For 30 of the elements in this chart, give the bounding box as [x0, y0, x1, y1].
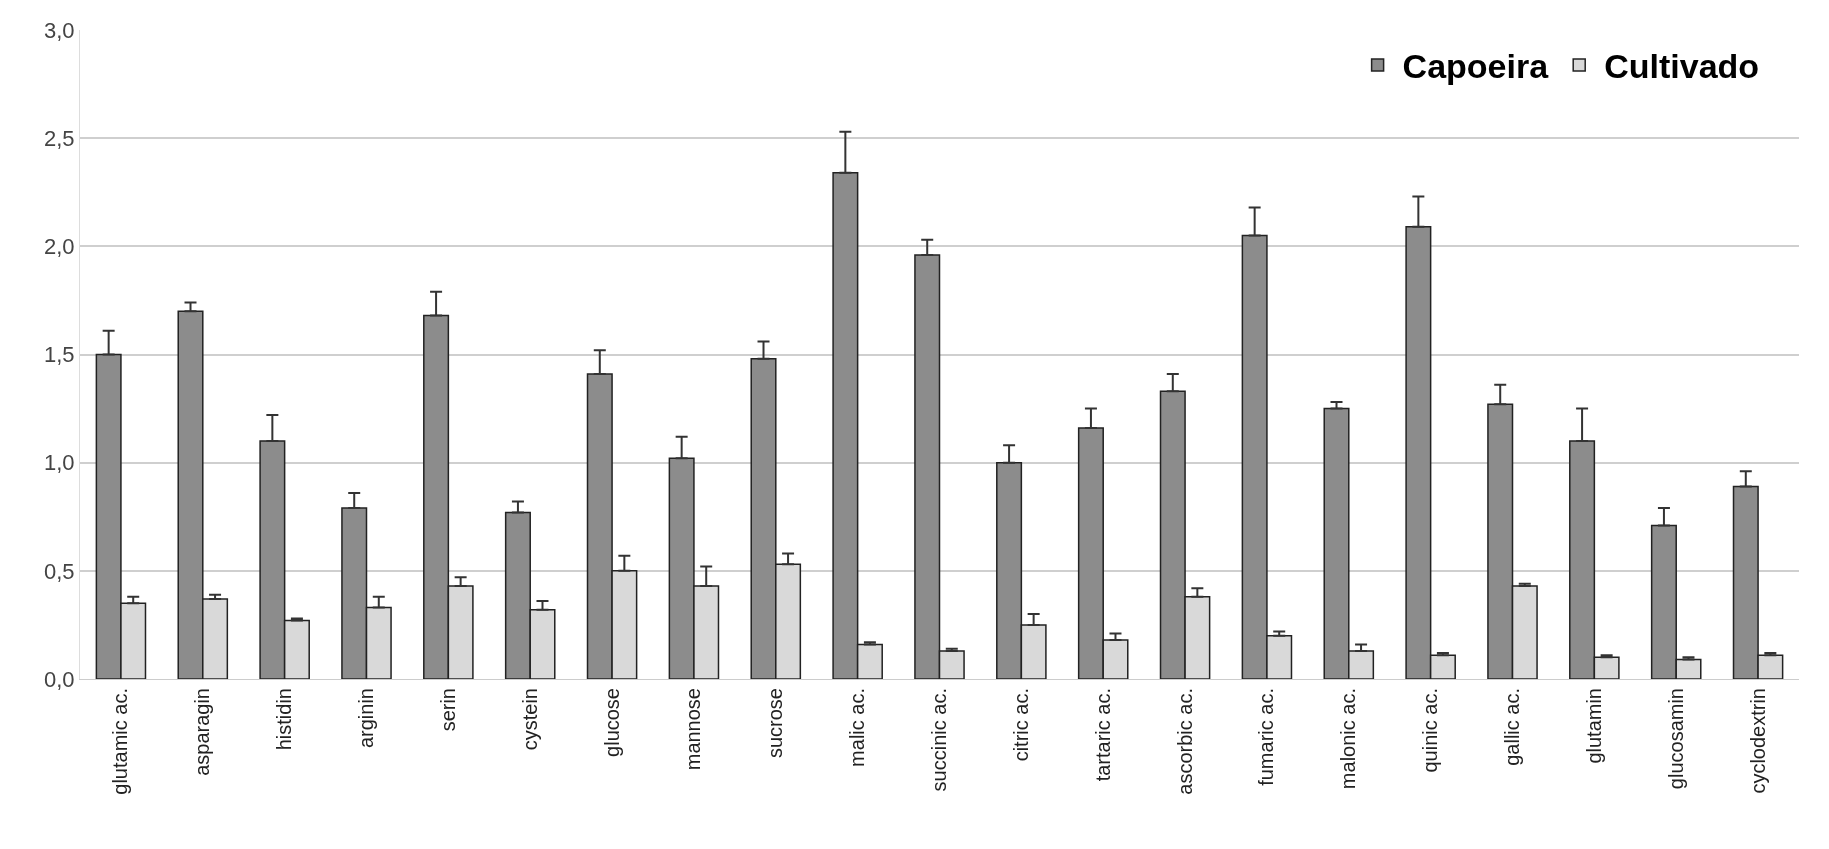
x-tick-label: fumaric ac. [1255, 688, 1278, 786]
y-tick-label: 2,5 [44, 125, 75, 151]
x-tick-label: tartaric ac. [1091, 688, 1114, 782]
x-tick-label: gallic ac. [1501, 688, 1523, 766]
legend-label: Cultivado [1604, 47, 1760, 86]
x-tick-label: arginin [355, 688, 377, 749]
x-tick-label: cyclodextrin [1746, 688, 1769, 794]
x-tick-label: succinic ac. [928, 688, 950, 792]
x-tick-label: malic ac. [846, 688, 869, 767]
x-tick-label: quinic ac. [1419, 688, 1442, 773]
x-tick-label: asparagin [191, 688, 214, 776]
x-tick-label: mannose [682, 688, 705, 771]
y-tick-label: 3,0 [44, 17, 75, 43]
x-tick-label: histidin [273, 688, 296, 751]
x-tick-label: glutamic ac. [109, 688, 132, 795]
x-tick-label: glucose [600, 688, 623, 757]
y-tick-label: 0,0 [44, 666, 75, 692]
x-tick-label: malonic ac. [1337, 688, 1360, 790]
y-tick-label: 1,0 [44, 450, 75, 476]
x-tick-label: sucrose [764, 688, 787, 759]
x-tick-label: citric ac. [1009, 688, 1032, 762]
x-tick-label: cystein [518, 688, 541, 751]
x-tick-label: glutamin [1582, 688, 1605, 764]
x-tick-label: ascorbic ac. [1173, 688, 1196, 795]
legend-label: Capoeira [1402, 47, 1550, 86]
y-tick-label: 1,5 [44, 342, 75, 368]
y-tick-label: 2,0 [44, 234, 75, 260]
x-tick-label: serin [436, 688, 459, 732]
y-tick-label: 0,5 [44, 558, 75, 584]
x-tick-label: glucosamin [1664, 688, 1687, 790]
